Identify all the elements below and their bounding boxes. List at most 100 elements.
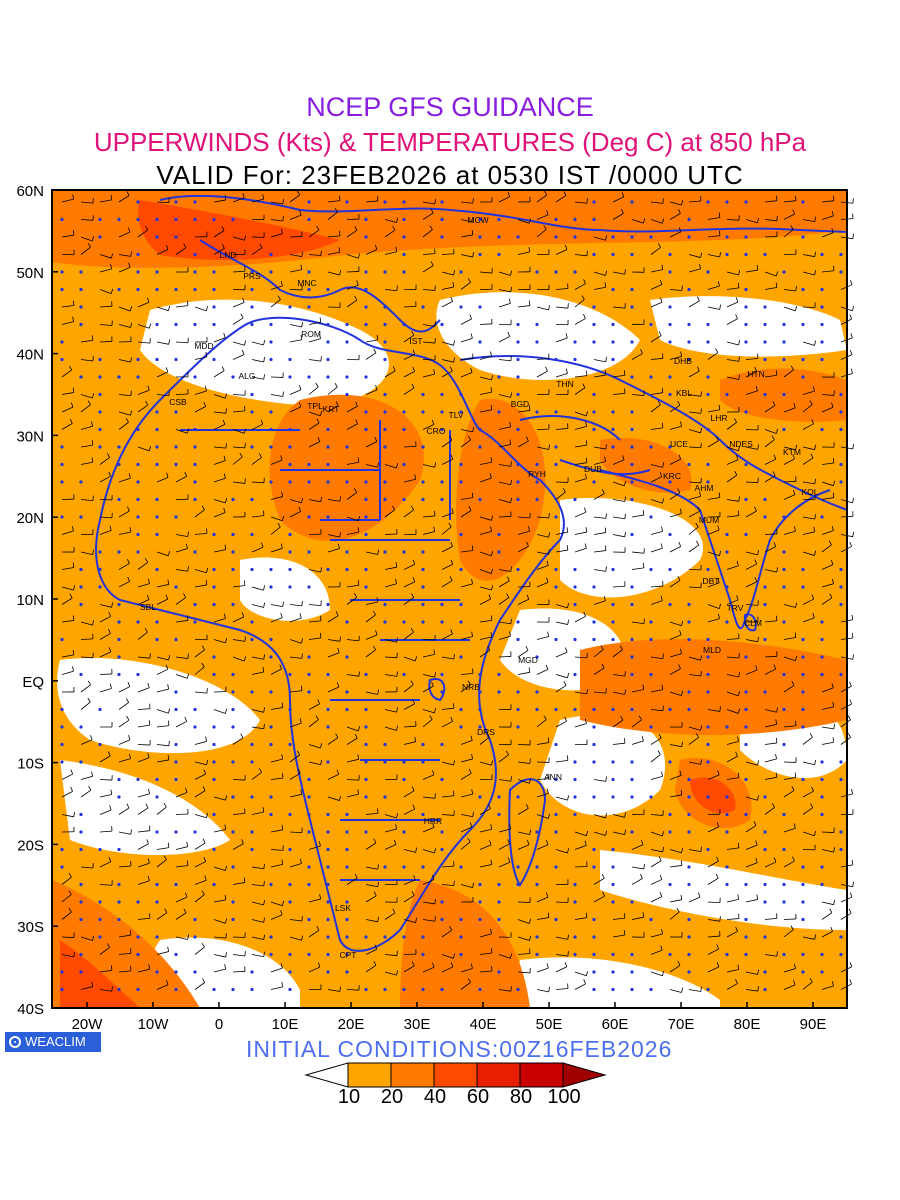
wind-dot [459, 270, 463, 274]
wind-dot [288, 970, 292, 974]
wind-barb [802, 594, 815, 605]
wind-dot [231, 567, 235, 572]
wind-barb [365, 597, 379, 605]
wind-dot [687, 287, 691, 292]
wind-barb [80, 863, 94, 869]
wind-dot [250, 637, 254, 642]
wind-dot [383, 760, 387, 764]
wind-dot [174, 585, 178, 589]
wind-dot [212, 987, 216, 992]
wind-barb [232, 349, 245, 360]
wind-dot [820, 760, 824, 764]
station-label: KOL [801, 487, 818, 497]
wind-dot [288, 585, 292, 589]
wind-barb [232, 405, 246, 413]
wind-barb [593, 282, 607, 290]
wind-barb [118, 860, 132, 868]
wind-barb [308, 567, 322, 573]
wind-barb [118, 251, 132, 257]
wind-barb [289, 402, 302, 413]
wind-barb [650, 422, 664, 430]
wind-barb [99, 629, 111, 640]
wind-barb [213, 865, 228, 872]
station-label: KRT [323, 404, 340, 414]
wind-barb [118, 715, 130, 728]
lon-label: 60E [602, 1016, 629, 1033]
wind-dot [250, 620, 254, 624]
wind-dot [326, 427, 330, 432]
wind-barb [289, 613, 302, 623]
wind-barb [61, 300, 75, 308]
wind-dot [212, 270, 216, 274]
wind-barb [99, 288, 114, 294]
wind-dot [136, 777, 140, 782]
wind-dot [231, 917, 235, 922]
wind-barb [726, 560, 739, 570]
wind-dot [744, 935, 748, 939]
wind-dot [630, 585, 634, 589]
wind-barb [764, 707, 778, 713]
wind-dot [421, 620, 425, 624]
wind-dot [117, 655, 121, 659]
wind-barb [707, 230, 721, 238]
wind-barb [99, 965, 113, 973]
wind-dot [79, 305, 83, 309]
wind-barb [555, 527, 569, 535]
wind-dot [307, 550, 311, 554]
wind-barb [80, 620, 95, 626]
wind-barb [517, 266, 531, 273]
wind-barb [593, 235, 608, 241]
wind-dot [269, 322, 273, 327]
wind-dot [364, 672, 368, 677]
wind-barb [213, 455, 226, 465]
wind-dot [763, 585, 767, 589]
wind-dot [744, 690, 748, 694]
wind-dot [60, 742, 64, 747]
wind-barb [384, 652, 398, 659]
wind-dot [820, 655, 824, 659]
wind-barb [441, 962, 454, 973]
wind-dot [554, 515, 558, 519]
wind-dot [611, 847, 615, 852]
wind-barb [80, 356, 94, 362]
wind-barb [593, 270, 608, 276]
wind-dot [326, 357, 330, 362]
wind-barb [194, 856, 207, 868]
wind-dot [839, 252, 843, 257]
wind-dot [573, 497, 577, 502]
wind-barb [61, 402, 74, 413]
wind-dot [744, 410, 748, 414]
wind-barb [517, 526, 530, 535]
wind-dot [687, 620, 691, 624]
wind-dot [801, 952, 805, 957]
wind-dot [687, 322, 691, 327]
wind-dot [269, 585, 273, 589]
wind-barb [612, 671, 626, 677]
station-label: TLV [449, 410, 464, 420]
wind-dot [820, 882, 824, 887]
wind-barb [194, 645, 205, 658]
wind-barb [213, 894, 227, 903]
wind-barb [555, 681, 567, 693]
wind-dot [269, 480, 273, 484]
wind-barb [384, 824, 398, 833]
wind-barb [80, 400, 91, 413]
wind-barb [308, 382, 319, 395]
wind-dot [345, 690, 349, 694]
wind-barb [555, 477, 569, 483]
wind-barb [80, 495, 94, 501]
wind-dot [231, 725, 235, 729]
wind-barb [270, 543, 283, 553]
wind-dot [687, 602, 691, 607]
wind-barb [536, 631, 550, 640]
wind-barb [289, 264, 303, 273]
wind-barb [441, 454, 454, 465]
wind-barb [802, 251, 816, 258]
wind-barb [593, 456, 607, 465]
wind-barb [441, 953, 456, 959]
wind-dot [516, 987, 520, 992]
wind-dot [402, 235, 406, 239]
wind-barb [308, 962, 321, 973]
wind-dot [668, 252, 672, 257]
wind-barb [384, 839, 397, 850]
